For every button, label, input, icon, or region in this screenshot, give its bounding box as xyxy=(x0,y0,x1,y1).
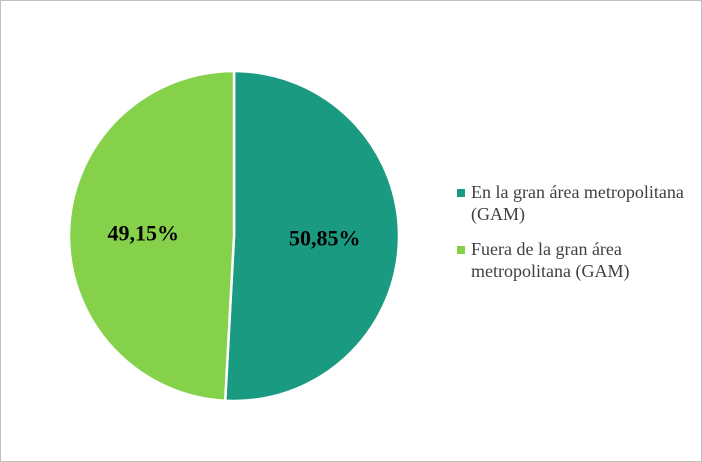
slice-label-gam: 50,85% xyxy=(289,225,361,250)
legend-label-fuera-gam: Fuera de la gran área metropolitana (GAM… xyxy=(471,239,630,281)
slice-label-fuera-gam: 49,15% xyxy=(108,221,180,246)
legend: En la gran área metropolitana (GAM) Fuer… xyxy=(457,181,697,295)
legend-item-fuera-gam: Fuera de la gran área metropolitana (GAM… xyxy=(457,238,697,282)
legend-label-gam: En la gran área metropolitana (GAM) xyxy=(471,182,684,224)
legend-item-gam: En la gran área metropolitana (GAM) xyxy=(457,181,697,225)
legend-swatch-fuera-gam xyxy=(457,246,465,254)
slice-gam xyxy=(223,69,401,403)
legend-swatch-gam xyxy=(457,189,465,197)
slice-fuera-gam xyxy=(67,69,236,403)
